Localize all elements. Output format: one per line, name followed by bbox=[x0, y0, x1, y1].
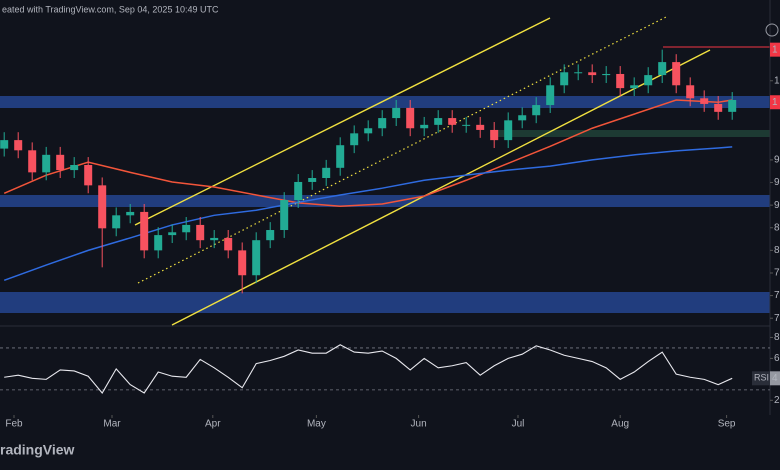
candle-body bbox=[14, 140, 23, 151]
rsi-tick-label: 2 bbox=[774, 395, 780, 406]
candle-body bbox=[574, 72, 583, 74]
candle-body bbox=[644, 75, 653, 86]
price-tag bbox=[770, 95, 780, 110]
candle-body bbox=[700, 98, 709, 104]
rsi-value-label: 4 bbox=[772, 373, 778, 384]
candle-body bbox=[518, 115, 527, 121]
candle-body bbox=[196, 224, 205, 241]
rsi-line bbox=[4, 344, 733, 394]
y-tick-label: 9 bbox=[774, 177, 780, 188]
y-tick-label: 7 bbox=[774, 268, 780, 279]
candle-body bbox=[602, 73, 611, 76]
y-tick-label: 7 bbox=[774, 313, 780, 324]
x-tick-label: Jul bbox=[512, 419, 525, 430]
settings-icon[interactable] bbox=[765, 23, 779, 37]
candle-body bbox=[154, 235, 163, 251]
zone bbox=[0, 292, 770, 313]
x-tick-label: May bbox=[307, 419, 326, 430]
zone bbox=[490, 130, 770, 137]
candle-body bbox=[378, 118, 387, 129]
x-tick-label: Jun bbox=[411, 419, 427, 430]
candle-body bbox=[0, 140, 9, 149]
rsi-tick-label: 8 bbox=[774, 332, 780, 343]
x-tick-label: Mar bbox=[103, 419, 121, 430]
candle-body bbox=[84, 164, 93, 186]
candle-body bbox=[182, 224, 191, 233]
candle-body bbox=[70, 164, 79, 171]
candle-body bbox=[140, 211, 149, 251]
candle-body bbox=[126, 211, 135, 216]
candle-body bbox=[168, 232, 177, 236]
candle-body bbox=[294, 181, 303, 201]
candle-body bbox=[336, 145, 345, 168]
candle-body bbox=[672, 62, 681, 86]
x-tick-label: Sep bbox=[718, 419, 736, 430]
candle-body bbox=[98, 185, 107, 229]
candle-body bbox=[658, 62, 667, 76]
channel-line bbox=[134, 17, 551, 226]
candle-body bbox=[210, 237, 219, 241]
y-tick-label: 8 bbox=[774, 222, 780, 233]
price-tag-label: 1 bbox=[772, 44, 778, 55]
x-tick-label: Aug bbox=[611, 419, 629, 430]
candle-body bbox=[238, 250, 247, 276]
candle-body bbox=[686, 85, 695, 99]
candle-body bbox=[392, 107, 401, 119]
candle-body bbox=[322, 167, 331, 179]
candle-body bbox=[252, 240, 261, 276]
candle-body bbox=[266, 230, 275, 241]
candle-body bbox=[728, 99, 737, 112]
candle-body bbox=[490, 129, 499, 141]
candle-body bbox=[714, 103, 723, 112]
candle-body bbox=[560, 72, 569, 86]
candle-body bbox=[630, 85, 639, 89]
price-tag bbox=[770, 42, 780, 57]
candle-body bbox=[476, 124, 485, 130]
candle-body bbox=[420, 124, 429, 129]
candle-body bbox=[308, 178, 317, 182]
candle-body bbox=[434, 118, 443, 125]
candle-body bbox=[364, 128, 373, 134]
y-tick-label: 9 bbox=[774, 200, 780, 211]
candle-body bbox=[532, 105, 541, 116]
y-tick-label: 7 bbox=[774, 290, 780, 301]
rsi-name: RSI bbox=[754, 373, 769, 383]
candle-body bbox=[28, 150, 37, 173]
y-tick-label: 1 bbox=[774, 75, 780, 86]
candle-body bbox=[406, 107, 415, 129]
x-tick-label: Feb bbox=[5, 419, 23, 430]
candle-body bbox=[616, 73, 625, 89]
candle-body bbox=[56, 154, 65, 171]
candle-body bbox=[280, 200, 289, 231]
zone bbox=[0, 195, 770, 207]
zone bbox=[0, 96, 770, 108]
y-tick-label: 9 bbox=[774, 155, 780, 166]
candle-body bbox=[504, 120, 513, 141]
candle-body bbox=[350, 133, 359, 146]
x-tick-label: Apr bbox=[205, 419, 221, 430]
candle-body bbox=[112, 215, 121, 229]
moving-average bbox=[3, 146, 733, 282]
candle-body bbox=[462, 124, 471, 126]
moving-average bbox=[3, 99, 733, 208]
candle-body bbox=[546, 85, 555, 106]
rsi-tick-label: 6 bbox=[774, 353, 780, 364]
candle-body bbox=[448, 118, 457, 125]
price-tag-label: 1 bbox=[772, 97, 778, 108]
rsi-value-box bbox=[770, 371, 780, 386]
y-tick-label: 8 bbox=[774, 245, 780, 256]
rsi-name-box bbox=[752, 371, 770, 386]
candle-body bbox=[588, 72, 597, 76]
candle-body bbox=[224, 237, 233, 251]
candle-body bbox=[42, 154, 51, 173]
logo-text: radingView bbox=[0, 442, 75, 458]
watermark-header: eated with TradingView.com, Sep 04, 2025… bbox=[2, 4, 219, 14]
